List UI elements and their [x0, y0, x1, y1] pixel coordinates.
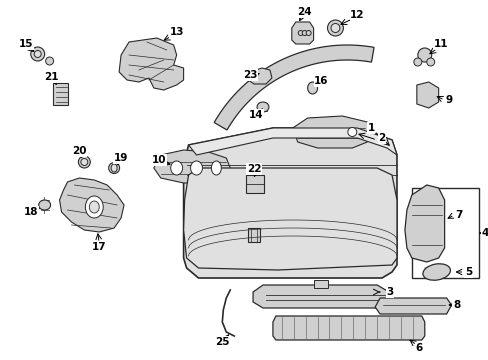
- Polygon shape: [247, 68, 271, 84]
- Ellipse shape: [31, 47, 44, 61]
- Text: 17: 17: [92, 242, 106, 252]
- Ellipse shape: [307, 82, 317, 94]
- Polygon shape: [188, 128, 396, 155]
- Ellipse shape: [302, 31, 306, 36]
- Text: 5: 5: [464, 267, 471, 277]
- Text: 7: 7: [454, 210, 461, 220]
- Text: 21: 21: [44, 72, 59, 82]
- Text: 8: 8: [452, 300, 459, 310]
- Ellipse shape: [327, 20, 343, 36]
- Ellipse shape: [170, 161, 182, 175]
- Polygon shape: [119, 38, 183, 90]
- Polygon shape: [292, 116, 371, 148]
- Text: 20: 20: [72, 146, 86, 156]
- Polygon shape: [291, 22, 313, 44]
- Ellipse shape: [108, 162, 120, 174]
- Polygon shape: [374, 298, 450, 314]
- Text: 9: 9: [444, 95, 451, 105]
- Ellipse shape: [89, 201, 99, 213]
- Text: 1: 1: [367, 123, 374, 133]
- Polygon shape: [183, 168, 396, 270]
- Polygon shape: [183, 128, 396, 278]
- Polygon shape: [60, 178, 124, 232]
- Text: 2: 2: [378, 133, 385, 143]
- Text: 10: 10: [151, 155, 166, 165]
- Text: 19: 19: [114, 153, 128, 163]
- Polygon shape: [154, 150, 230, 183]
- Ellipse shape: [257, 102, 268, 112]
- Bar: [53, 83, 68, 105]
- Ellipse shape: [111, 164, 117, 172]
- Ellipse shape: [81, 158, 88, 166]
- Ellipse shape: [45, 57, 54, 65]
- Ellipse shape: [78, 156, 90, 168]
- Ellipse shape: [347, 127, 356, 136]
- Text: 18: 18: [23, 207, 38, 217]
- Text: 4: 4: [481, 228, 488, 238]
- Text: 11: 11: [432, 39, 447, 49]
- Text: 25: 25: [215, 337, 229, 347]
- Ellipse shape: [34, 50, 41, 58]
- Text: 13: 13: [169, 27, 183, 37]
- Text: 6: 6: [414, 343, 422, 353]
- Bar: [245, 175, 264, 193]
- Ellipse shape: [39, 200, 51, 210]
- Text: 24: 24: [297, 7, 311, 17]
- Bar: [411, 188, 478, 278]
- Text: 14: 14: [248, 110, 263, 120]
- Text: 3: 3: [386, 287, 393, 297]
- Polygon shape: [416, 82, 438, 108]
- Polygon shape: [272, 316, 424, 340]
- Polygon shape: [214, 45, 373, 130]
- Text: 15: 15: [19, 39, 33, 49]
- Ellipse shape: [417, 48, 431, 62]
- Ellipse shape: [211, 161, 221, 175]
- Ellipse shape: [330, 23, 339, 32]
- Text: 12: 12: [349, 10, 364, 20]
- Bar: [313, 280, 327, 288]
- Polygon shape: [404, 185, 444, 262]
- Polygon shape: [253, 285, 388, 308]
- Text: 16: 16: [314, 76, 328, 86]
- Ellipse shape: [413, 58, 421, 66]
- Text: 23: 23: [243, 70, 257, 80]
- Ellipse shape: [190, 161, 202, 175]
- Ellipse shape: [305, 31, 310, 36]
- Ellipse shape: [85, 196, 103, 218]
- Ellipse shape: [298, 31, 303, 36]
- Text: 22: 22: [246, 164, 261, 174]
- Ellipse shape: [422, 264, 449, 280]
- Bar: [247, 228, 260, 242]
- Ellipse shape: [426, 58, 434, 66]
